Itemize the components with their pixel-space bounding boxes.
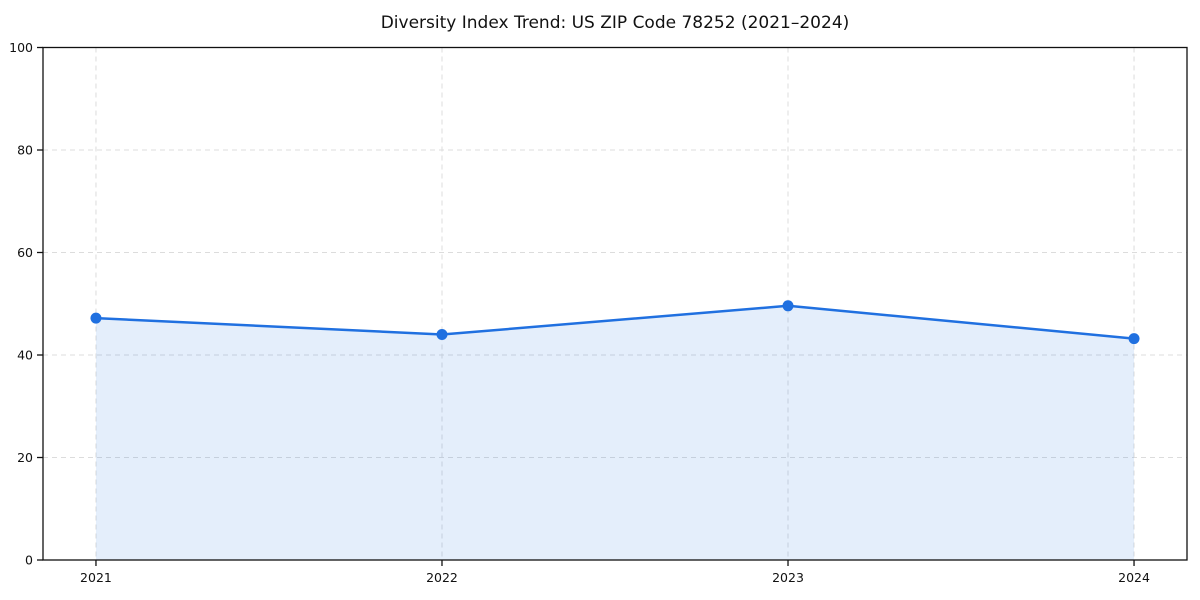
x-tick-label: 2023 (772, 570, 804, 585)
area-fill (95, 305, 1135, 560)
y-tick-label: 80 (17, 143, 33, 158)
y-tick-label: 20 (17, 450, 33, 465)
data-point-2022 (436, 329, 448, 340)
x-tick-label: 2024 (1118, 570, 1150, 585)
trend-line (94, 304, 1136, 340)
data-point-2024 (1128, 333, 1140, 345)
y-tick-label: 60 (17, 245, 33, 260)
chart-title: Diversity Index Trend: US ZIP Code 78252… (380, 13, 850, 33)
y-tick-label: 100 (9, 40, 33, 55)
data-point-2021 (90, 312, 102, 324)
y-tick-label: 40 (17, 348, 33, 363)
data-point-2023 (782, 300, 794, 312)
plot-frame (42, 46, 1188, 561)
y-tick-label: 0 (25, 553, 33, 568)
x-tick-label: 2021 (80, 570, 112, 585)
x-tick-label: 2022 (426, 570, 458, 585)
